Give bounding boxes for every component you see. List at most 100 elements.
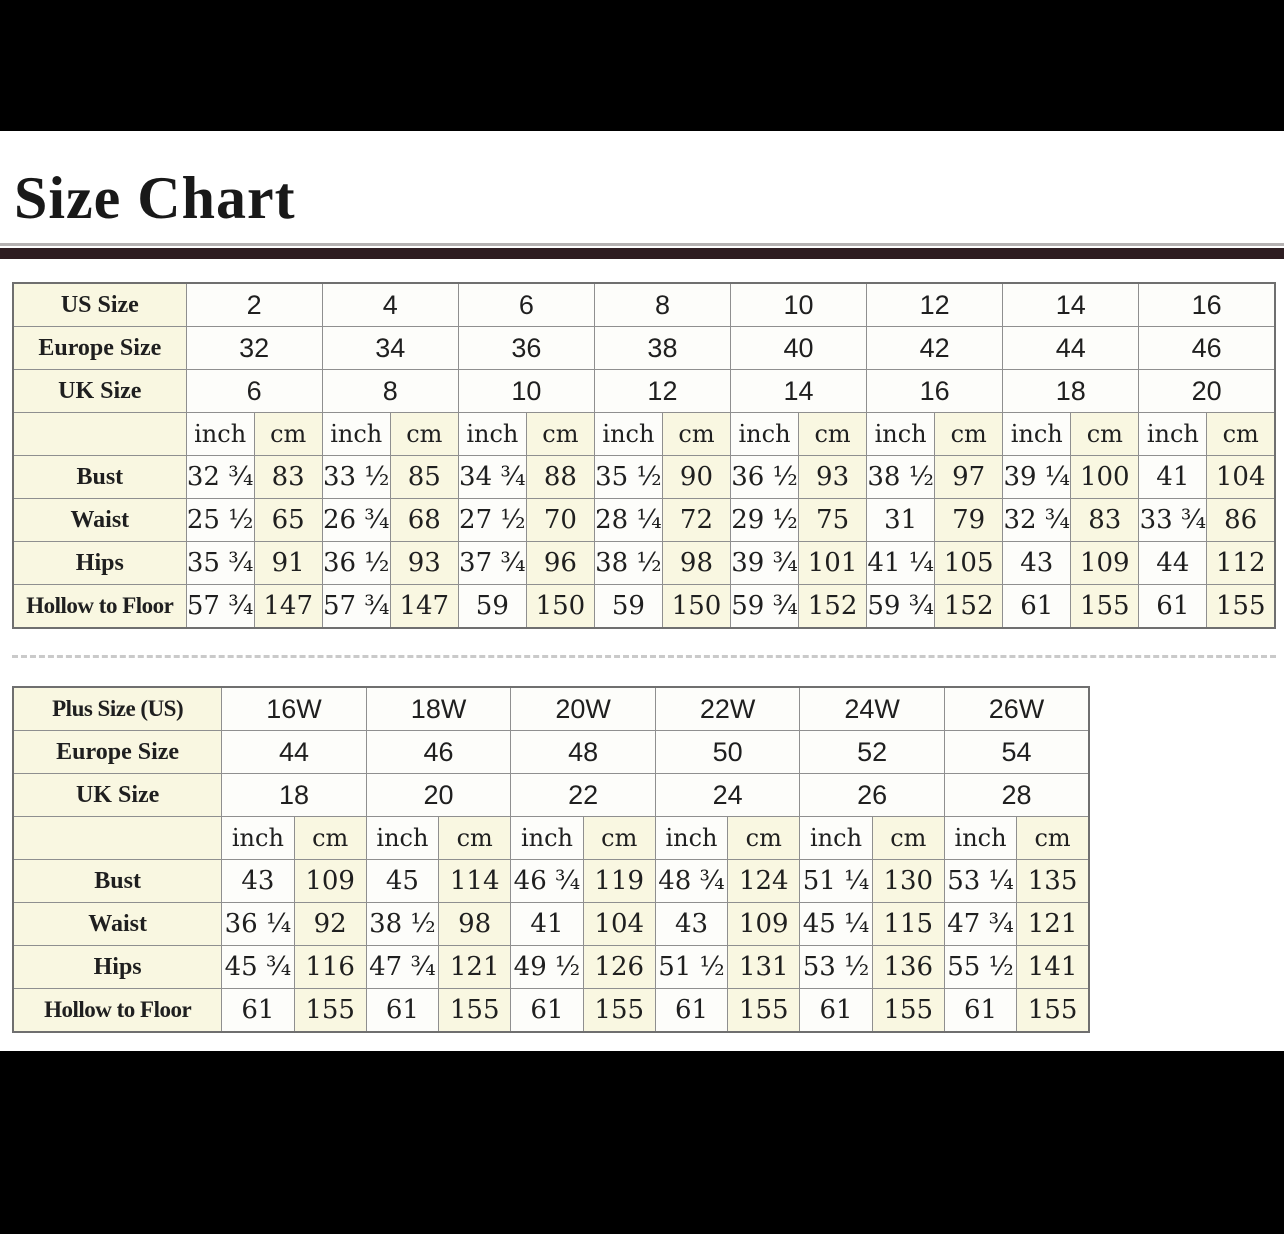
measurement-value-cell: 61	[654, 988, 729, 1033]
row-label	[12, 816, 223, 860]
unit-cell: inch	[729, 412, 800, 456]
measurement-value-cell: 33 ¾	[1138, 498, 1208, 542]
measurement-value-cell: 155	[582, 988, 656, 1033]
title-rule-light	[0, 243, 1284, 246]
measurement-value-cell: 45 ¾	[221, 945, 295, 989]
measurement-value-cell: 109	[293, 859, 367, 903]
unit-cell: cm	[934, 412, 1004, 456]
measurement-value-cell: 36 ½	[321, 541, 391, 585]
size-value-cell: 20	[1138, 369, 1276, 413]
size-value-cell: 2	[185, 282, 323, 327]
measurement-value-cell: 51 ½	[654, 945, 729, 989]
size-row: US Size 2 4 6 8 10 12 14 16	[12, 282, 1276, 327]
measurement-value-cell: 155	[293, 988, 367, 1033]
measurement-value-cell: 25 ½	[185, 498, 255, 542]
measurement-value-cell: 47 ¾	[943, 902, 1018, 946]
measurement-value-cell: 41	[1138, 455, 1208, 499]
measurement-value-cell: 61	[510, 988, 584, 1033]
size-value-cell: 16	[866, 369, 1004, 413]
size-value-cell: 40	[729, 326, 868, 370]
measurement-value-cell: 46 ¾	[510, 859, 584, 903]
measurement-value-cell: 32 ¾	[1002, 498, 1072, 542]
measurement-value-cell: 98	[438, 902, 512, 946]
measurement-value-cell: 100	[1070, 455, 1140, 499]
unit-cell: cm	[727, 816, 801, 860]
title-rule-dark	[0, 248, 1284, 259]
measurement-value-cell: 61	[943, 988, 1018, 1033]
row-label: Bust	[12, 859, 223, 903]
measurement-value-cell: 32 ¾	[185, 455, 255, 499]
measurement-value-cell: 141	[1016, 945, 1090, 989]
measurement-value-cell: 28 ¼	[593, 498, 663, 542]
measurement-value-cell: 150	[661, 584, 732, 629]
measurement-row: Waist 36 ¼ 92 38 ½ 98 41 104 43 109 45 ¼ 115 47 ¾ 12…	[12, 902, 1090, 946]
unit-cell: inch	[457, 412, 527, 456]
size-value-cell: 24W	[799, 686, 945, 731]
size-value-cell: 18W	[365, 686, 512, 731]
table-divider-dashed	[12, 655, 1276, 658]
size-value-cell: 22W	[654, 686, 801, 731]
measurement-value-cell: 39 ¼	[1002, 455, 1072, 499]
measurement-value-cell: 90	[661, 455, 732, 499]
measurement-value-cell: 44	[1138, 541, 1208, 585]
row-label: Hips	[12, 541, 187, 585]
unit-cell: cm	[253, 412, 323, 456]
bottom-black-bar	[0, 1051, 1284, 1234]
measurement-value-cell: 48 ¾	[654, 859, 729, 903]
measurement-value-cell: 97	[934, 455, 1004, 499]
measurement-value-cell: 86	[1206, 498, 1276, 542]
measurement-value-cell: 79	[934, 498, 1004, 542]
measurement-value-cell: 155	[1070, 584, 1140, 629]
measurement-value-cell: 29 ½	[729, 498, 800, 542]
measurement-value-cell: 43	[221, 859, 295, 903]
measurement-value-cell: 155	[1016, 988, 1090, 1033]
row-label: Hollow to Floor	[12, 988, 223, 1033]
row-label: Waist	[12, 498, 187, 542]
measurement-value-cell: 88	[525, 455, 595, 499]
measurement-value-cell: 53 ¼	[943, 859, 1018, 903]
measurement-value-cell: 36 ½	[729, 455, 800, 499]
measurement-value-cell: 38 ½	[365, 902, 440, 946]
size-value-cell: 14	[729, 369, 868, 413]
measurement-value-cell: 33 ½	[321, 455, 391, 499]
size-value-cell: 6	[185, 369, 323, 413]
measurement-value-cell: 59	[457, 584, 527, 629]
unit-row: inch cm inch cm inch cm inch cm inch cm inch cm inch…	[12, 412, 1276, 456]
unit-cell: cm	[1206, 412, 1276, 456]
size-value-cell: 18	[221, 773, 367, 817]
measurement-value-cell: 59 ¾	[729, 584, 800, 629]
unit-cell: cm	[1070, 412, 1140, 456]
measurement-value-cell: 37 ¾	[457, 541, 527, 585]
size-value-cell: 10	[729, 282, 868, 327]
unit-cell: inch	[866, 412, 936, 456]
size-row: Europe Size 44 46 48 50 52 54	[12, 730, 1090, 774]
measurement-value-cell: 26 ¾	[321, 498, 391, 542]
unit-cell: inch	[799, 816, 873, 860]
measurement-value-cell: 41 ¼	[866, 541, 936, 585]
row-label: Hips	[12, 945, 223, 989]
measurement-value-cell: 93	[798, 455, 868, 499]
measurement-value-cell: 43	[654, 902, 729, 946]
measurement-value-cell: 43	[1002, 541, 1072, 585]
row-label: Europe Size	[12, 326, 187, 370]
measurement-value-cell: 70	[525, 498, 595, 542]
unit-cell: cm	[389, 412, 459, 456]
measurement-value-cell: 59 ¾	[866, 584, 936, 629]
measurement-value-cell: 34 ¾	[457, 455, 527, 499]
measurement-value-cell: 136	[871, 945, 945, 989]
unit-cell: cm	[661, 412, 732, 456]
measurement-value-cell: 114	[438, 859, 512, 903]
measurement-value-cell: 83	[253, 455, 323, 499]
measurement-value-cell: 109	[727, 902, 801, 946]
row-label: US Size	[12, 282, 187, 327]
unit-cell: cm	[525, 412, 595, 456]
measurement-value-cell: 65	[253, 498, 323, 542]
measurement-value-cell: 101	[798, 541, 868, 585]
measurement-value-cell: 112	[1206, 541, 1276, 585]
measurement-value-cell: 155	[727, 988, 801, 1033]
measurement-value-cell: 121	[1016, 902, 1090, 946]
measurement-value-cell: 38 ½	[593, 541, 663, 585]
measurement-value-cell: 104	[1206, 455, 1276, 499]
